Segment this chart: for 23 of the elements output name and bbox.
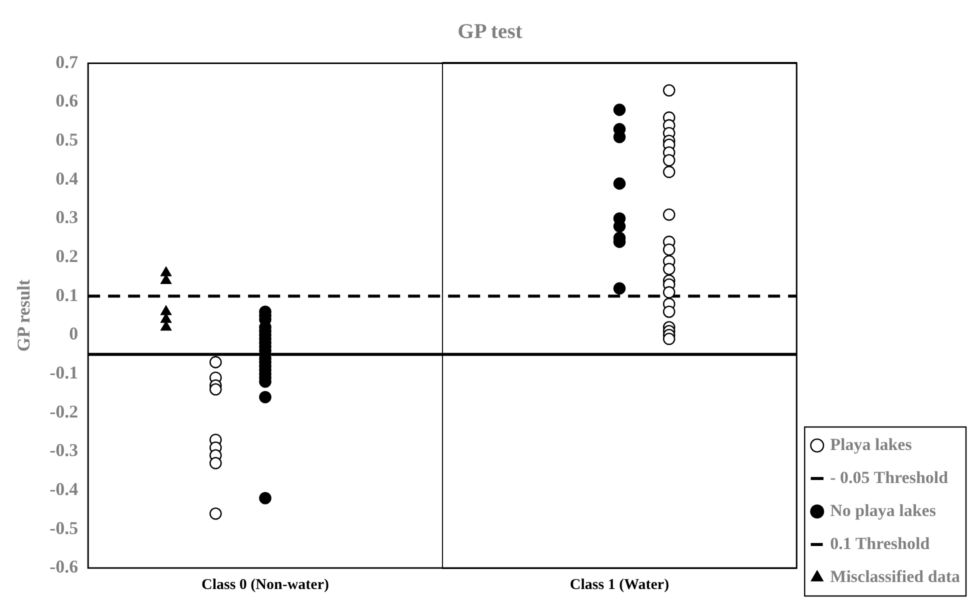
y-tick-label: 0: [69, 324, 78, 344]
y-tick-label: 0.4: [56, 168, 78, 188]
y-tick-label: 0.3: [56, 207, 78, 228]
y-axis-title: GP result: [13, 280, 34, 352]
legend-label: Misclassified data: [830, 566, 960, 586]
y-tick-label: 0.2: [56, 246, 78, 266]
legend-label: 0.1 Threshold: [830, 534, 930, 553]
y-tick-label: 0.5: [56, 130, 78, 150]
y-tick-label: -0.6: [50, 556, 78, 577]
y-tick-label: -0.3: [50, 440, 78, 460]
y-tick-label: 0.7: [56, 52, 78, 72]
x-tick-label: Class 1 (Water): [570, 576, 670, 593]
y-tick-label: 0.1: [56, 284, 78, 305]
y-tick-label: -0.2: [50, 401, 78, 422]
y-tick-label: -0.5: [50, 518, 78, 538]
y-tick-label: 0.6: [56, 90, 78, 111]
legend-label: Playa lakes: [830, 434, 912, 454]
chart-title: GP test: [458, 19, 522, 44]
legend-label: No playa lakes: [830, 500, 936, 520]
y-tick-label: -0.1: [50, 362, 78, 382]
y-tick-label: -0.4: [50, 478, 78, 499]
x-tick-label: Class 0 (Non-water): [201, 576, 329, 593]
legend-label: - 0.05 Threshold: [830, 468, 949, 487]
